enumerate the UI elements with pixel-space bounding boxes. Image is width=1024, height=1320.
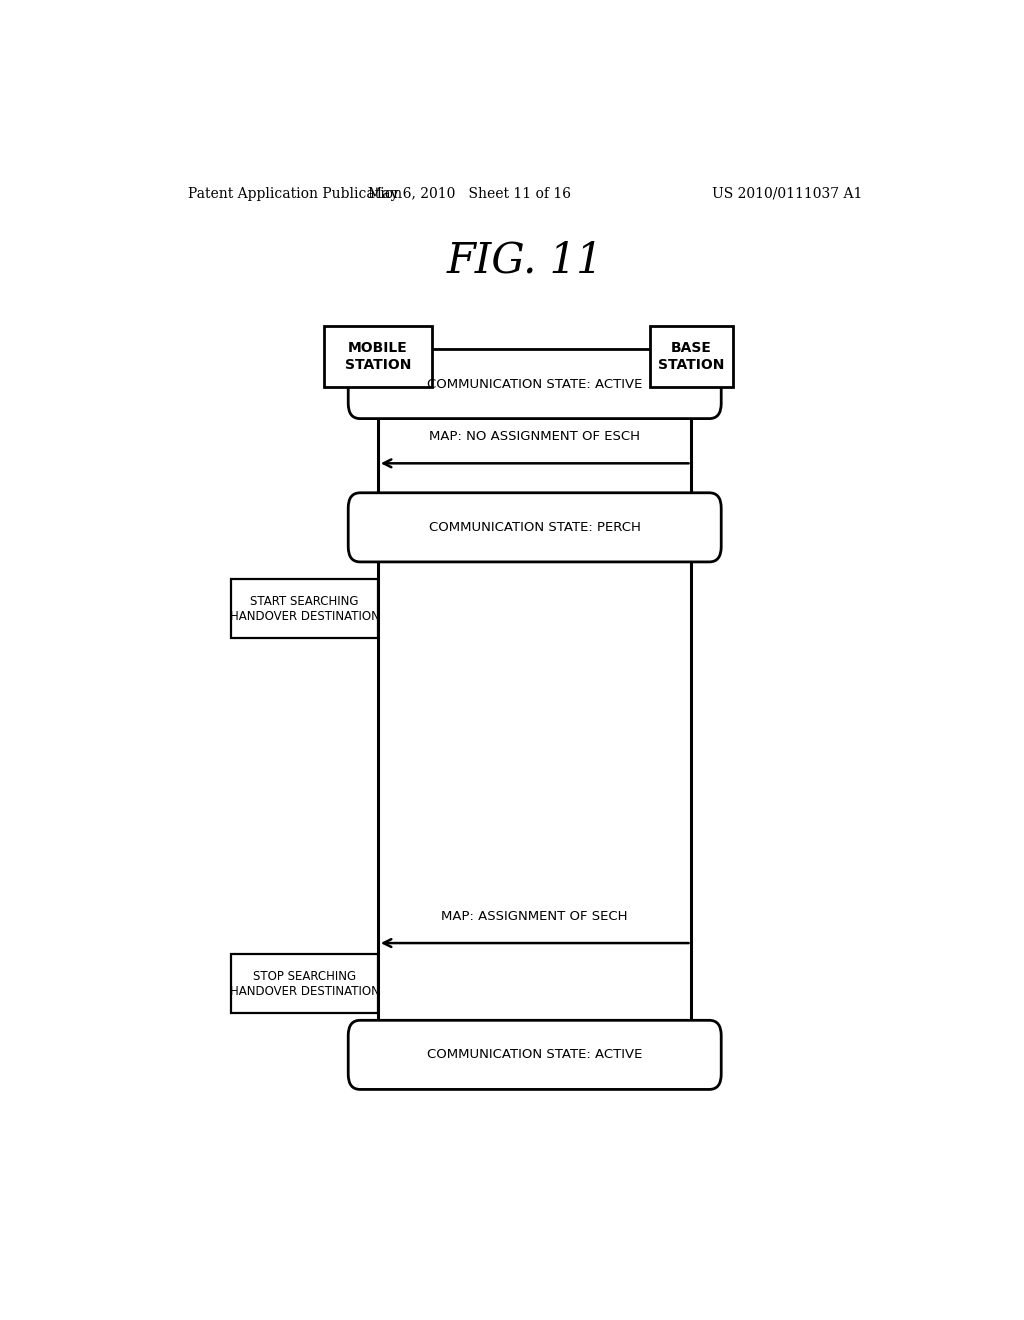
- FancyBboxPatch shape: [348, 350, 721, 418]
- Text: MAP: NO ASSIGNMENT OF ESCH: MAP: NO ASSIGNMENT OF ESCH: [429, 430, 640, 444]
- Text: BASE
STATION: BASE STATION: [658, 342, 725, 372]
- Text: US 2010/0111037 A1: US 2010/0111037 A1: [712, 187, 862, 201]
- FancyBboxPatch shape: [325, 326, 431, 387]
- Text: FIG. 11: FIG. 11: [446, 240, 603, 281]
- Text: COMMUNICATION STATE: ACTIVE: COMMUNICATION STATE: ACTIVE: [427, 1048, 642, 1061]
- FancyBboxPatch shape: [231, 954, 378, 1014]
- Text: MOBILE
STATION: MOBILE STATION: [345, 342, 412, 372]
- Text: COMMUNICATION STATE: PERCH: COMMUNICATION STATE: PERCH: [429, 521, 641, 533]
- FancyBboxPatch shape: [348, 1020, 721, 1089]
- FancyBboxPatch shape: [231, 579, 378, 638]
- Text: Patent Application Publication: Patent Application Publication: [187, 187, 401, 201]
- Text: START SEARCHING
HANDOVER DESTINATION: START SEARCHING HANDOVER DESTINATION: [229, 595, 380, 623]
- Text: STOP SEARCHING
HANDOVER DESTINATION: STOP SEARCHING HANDOVER DESTINATION: [229, 970, 380, 998]
- FancyBboxPatch shape: [650, 326, 733, 387]
- FancyBboxPatch shape: [348, 492, 721, 562]
- Text: MAP: ASSIGNMENT OF SECH: MAP: ASSIGNMENT OF SECH: [441, 909, 628, 923]
- Text: May 6, 2010   Sheet 11 of 16: May 6, 2010 Sheet 11 of 16: [368, 187, 570, 201]
- Text: COMMUNICATION STATE: ACTIVE: COMMUNICATION STATE: ACTIVE: [427, 378, 642, 391]
